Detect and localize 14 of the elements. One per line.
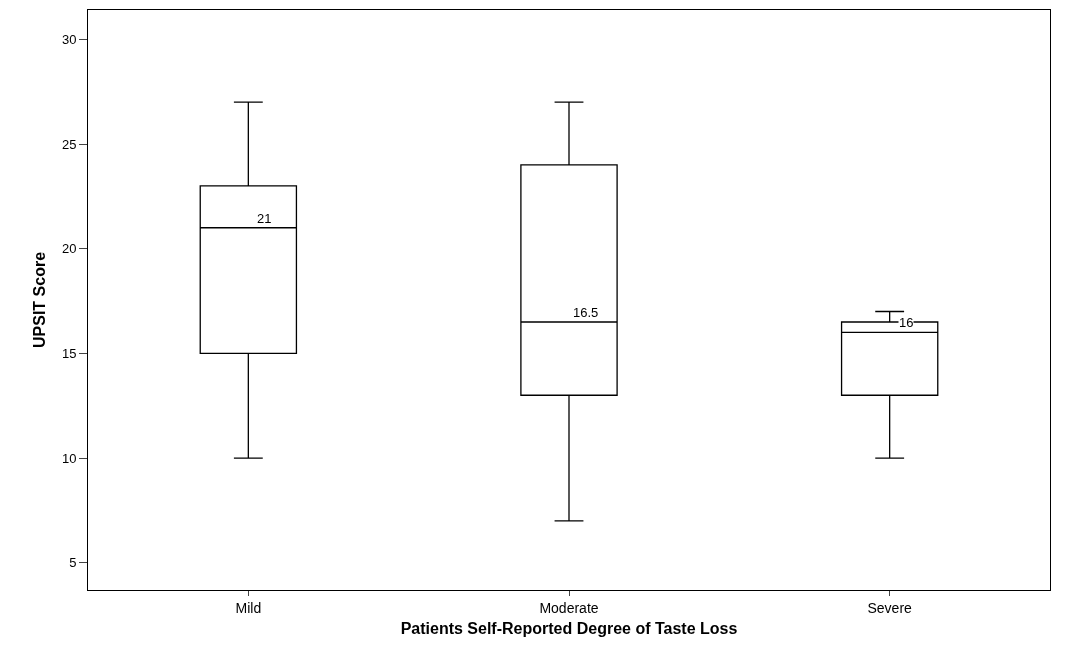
x-tick-label: Mild	[235, 599, 262, 616]
annotation: 16	[899, 315, 914, 330]
y-tick-label: 10	[61, 450, 77, 466]
y-tick-label: 5	[69, 555, 77, 571]
y-tick-label: 30	[61, 31, 77, 47]
y-tick-label: 25	[61, 136, 77, 152]
x-axis-title: Patients Self-Reported Degree of Taste Loss	[400, 620, 738, 638]
y-tick-label: 15	[61, 345, 77, 361]
x-tick-label: Severe	[867, 599, 913, 616]
y-axis-title: UPSIT Score	[30, 251, 48, 349]
x-tick-label: Moderate	[539, 599, 599, 616]
annotation: 21	[257, 211, 272, 226]
annotation: 16.5	[573, 305, 599, 320]
y-tick-label: 20	[61, 241, 77, 257]
